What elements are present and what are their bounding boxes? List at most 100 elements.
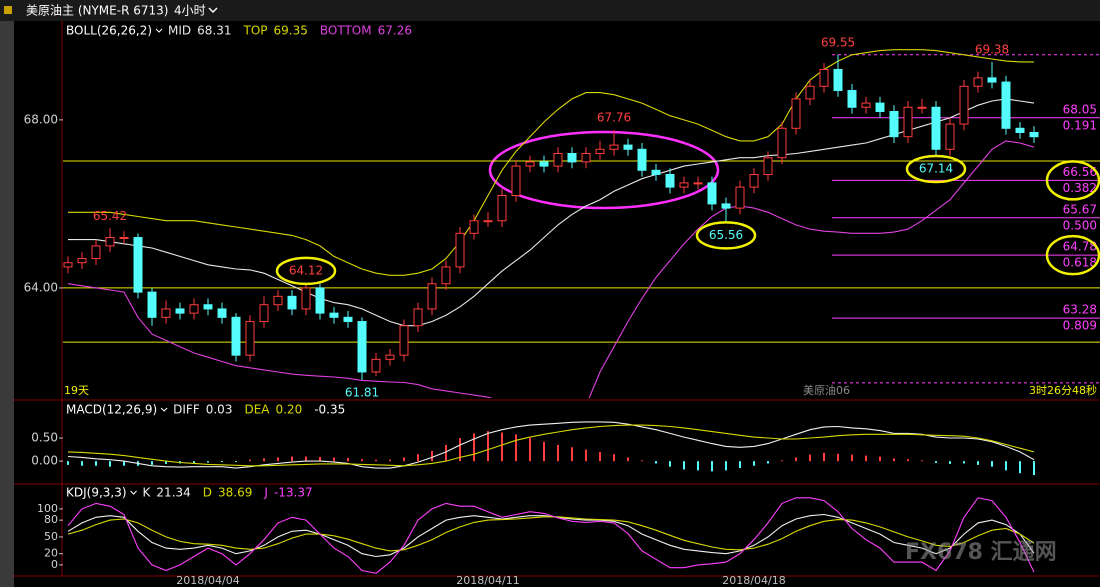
candle-body xyxy=(175,308,185,314)
indicator-dropdown xyxy=(160,407,168,412)
candle-body xyxy=(623,144,633,150)
macd-bar xyxy=(95,461,97,466)
highlight-circle xyxy=(695,221,757,250)
candle-body xyxy=(847,89,857,108)
macd-bar xyxy=(697,461,699,471)
candle-body xyxy=(707,182,717,205)
indicator-line xyxy=(67,140,1035,398)
indicator-line xyxy=(67,424,1035,467)
candle-body xyxy=(441,266,451,285)
candle-body xyxy=(1015,127,1025,133)
indicator-line xyxy=(67,516,1035,552)
symbol-title[interactable]: 美原油主 (NYME-R 6713) xyxy=(26,4,168,18)
macd-bar xyxy=(319,456,321,462)
macd-bar xyxy=(767,461,769,464)
candle-body xyxy=(105,237,115,247)
candle-body xyxy=(959,85,969,125)
macd-bar xyxy=(991,461,993,467)
indicator-line xyxy=(67,497,1035,574)
candle-body xyxy=(133,237,143,293)
candle-body xyxy=(427,283,437,310)
candle-body xyxy=(749,174,759,188)
candle-body xyxy=(735,186,745,209)
candle-body xyxy=(777,127,787,159)
macd-bar xyxy=(109,461,111,467)
macd-bar xyxy=(711,461,713,472)
macd-bar xyxy=(851,454,853,462)
indicator-line xyxy=(68,98,1035,327)
panel-2 xyxy=(67,497,1035,574)
legend-value: 38.69 xyxy=(218,486,252,500)
indicator-dropdown xyxy=(130,490,137,495)
candle-body xyxy=(245,321,255,356)
legend-name: J xyxy=(263,486,268,500)
candle-body xyxy=(1001,81,1011,129)
period-dropdown[interactable] xyxy=(208,7,218,13)
candle-body xyxy=(763,157,773,176)
y-tick-label: 0.00 xyxy=(31,454,58,468)
macd-bar xyxy=(529,438,531,462)
macd-bar xyxy=(235,461,237,463)
macd-bar xyxy=(459,438,461,462)
price-annotation: 69.38 xyxy=(975,42,1009,56)
macd-bar xyxy=(193,461,195,463)
indicator-line xyxy=(67,421,1035,469)
macd-bar xyxy=(305,456,307,462)
legend-value: 21.34 xyxy=(156,486,190,500)
fib-price: 66.56 xyxy=(1063,165,1097,179)
candle-body xyxy=(567,152,577,163)
macd-bar xyxy=(165,461,167,464)
macd-bar xyxy=(795,457,797,462)
y-tick-label: 0 xyxy=(51,558,58,571)
macd-bar xyxy=(375,459,377,462)
macd-bar xyxy=(445,444,447,462)
fib-ratio: 0.500 xyxy=(1063,218,1097,232)
macd-bar xyxy=(781,460,783,462)
legend-name: TOP xyxy=(243,24,268,38)
candle-body xyxy=(595,148,605,154)
candle-body xyxy=(665,174,675,188)
price-annotation: 61.81 xyxy=(345,385,379,399)
macd-bar xyxy=(473,433,475,462)
price-annotation: 65.56 xyxy=(709,228,743,242)
macd-bar xyxy=(725,461,727,471)
candle-body xyxy=(693,182,703,185)
candle-body xyxy=(931,106,941,150)
macd-bar xyxy=(557,444,559,462)
y-tick-label: 50 xyxy=(44,530,58,543)
side-toolbar[interactable] xyxy=(0,21,14,587)
macd-bar xyxy=(431,450,433,462)
macd-bar xyxy=(333,457,335,462)
highlight-circle xyxy=(1045,160,1100,201)
candle-body xyxy=(581,152,591,163)
macd-bar xyxy=(809,454,811,462)
macd-bar xyxy=(501,432,503,462)
period-selector[interactable]: 4小时 xyxy=(174,4,206,18)
legend-value: 69.35 xyxy=(274,24,308,38)
macd-bar xyxy=(487,431,489,462)
y-tick-label: 20 xyxy=(44,547,58,560)
price-annotation: 65.42 xyxy=(93,209,127,223)
candle-body xyxy=(63,262,73,268)
candle-body xyxy=(637,148,647,171)
macd-bar xyxy=(907,459,909,462)
candle-body xyxy=(161,308,171,318)
fib-price: 68.05 xyxy=(1063,102,1097,116)
indicator-title: KDJ(9,3,3) xyxy=(66,486,127,500)
macd-bar xyxy=(683,461,685,470)
candle-body xyxy=(721,203,731,209)
indicator-dropdown xyxy=(155,28,163,33)
indicator-title: MACD(12,26,9) xyxy=(66,403,157,417)
legend-name: MID xyxy=(168,24,191,38)
candle-body xyxy=(1029,131,1039,138)
macd-bar xyxy=(865,455,867,462)
macd-bar xyxy=(949,461,951,464)
candle-body xyxy=(287,295,297,310)
macd-bar xyxy=(963,461,965,464)
price-annotation: 69.55 xyxy=(821,35,855,49)
candle-body xyxy=(973,77,983,87)
panel-1 xyxy=(67,421,1035,475)
legend-value: -0.35 xyxy=(314,403,345,417)
